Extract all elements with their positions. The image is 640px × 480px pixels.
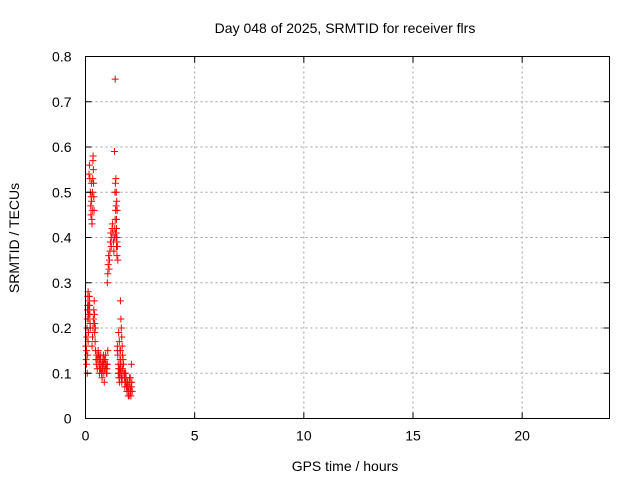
y-tick-label: 0.7 bbox=[52, 94, 72, 110]
data-point bbox=[113, 206, 121, 214]
data-point bbox=[83, 360, 91, 368]
data-point bbox=[113, 347, 121, 355]
x-tick-labels: 0 5 10 15 20 bbox=[82, 428, 531, 444]
y-tick-label: 0.5 bbox=[52, 184, 72, 200]
data-point bbox=[124, 383, 132, 391]
data-point bbox=[103, 279, 111, 287]
data-point bbox=[86, 301, 94, 309]
data-point bbox=[100, 356, 108, 364]
data-point bbox=[91, 338, 99, 346]
data-point bbox=[90, 179, 98, 187]
y-axis-label: SRMTID / TECUs bbox=[6, 183, 22, 293]
data-point bbox=[89, 152, 97, 160]
data-point bbox=[90, 319, 98, 327]
data-point bbox=[116, 378, 124, 386]
x-tick-label: 5 bbox=[191, 428, 199, 444]
data-point bbox=[87, 211, 95, 219]
data-point bbox=[85, 329, 93, 337]
y-tick-label: 0.1 bbox=[52, 365, 72, 381]
data-point bbox=[91, 329, 99, 337]
x-tick-label: 20 bbox=[514, 428, 530, 444]
y-tick-label: 0.2 bbox=[52, 320, 72, 336]
y-tick-labels: 0 0.1 0.2 0.3 0.4 0.5 0.6 0.7 0.8 bbox=[52, 49, 72, 427]
chart-title: Day 048 of 2025, SRMTID for receiver flr… bbox=[215, 20, 476, 36]
data-point bbox=[90, 306, 98, 314]
data-point bbox=[118, 342, 126, 350]
data-point bbox=[115, 329, 123, 337]
data-point bbox=[122, 378, 130, 386]
data-point bbox=[117, 315, 125, 323]
data-point bbox=[115, 338, 123, 346]
data-point bbox=[113, 252, 121, 260]
grid-lines bbox=[85, 56, 610, 419]
data-point bbox=[100, 378, 108, 386]
y-tick-label: 0 bbox=[64, 411, 72, 427]
data-point bbox=[117, 324, 125, 332]
data-point bbox=[113, 197, 121, 205]
data-point bbox=[127, 360, 135, 368]
data-point bbox=[117, 374, 125, 382]
data-point bbox=[114, 256, 122, 264]
data-point bbox=[118, 333, 126, 341]
data-point bbox=[128, 378, 136, 386]
data-point bbox=[102, 360, 110, 368]
data-point bbox=[104, 270, 112, 278]
data-point bbox=[117, 365, 125, 373]
data-point bbox=[88, 220, 96, 228]
data-point bbox=[90, 297, 98, 305]
data-point bbox=[88, 197, 96, 205]
data-point bbox=[111, 148, 119, 156]
data-point bbox=[103, 369, 111, 377]
data-point bbox=[126, 374, 134, 382]
data-point bbox=[125, 392, 133, 400]
data-point bbox=[113, 224, 121, 232]
data-point bbox=[111, 75, 119, 83]
data-point bbox=[105, 252, 113, 260]
y-tick-label: 0.4 bbox=[52, 230, 72, 246]
data-point bbox=[85, 161, 93, 169]
data-point bbox=[113, 234, 121, 241]
data-point bbox=[112, 188, 120, 196]
data-point bbox=[88, 342, 96, 350]
data-point bbox=[106, 256, 114, 264]
data-point bbox=[99, 351, 107, 359]
data-point bbox=[89, 166, 97, 174]
data-point bbox=[119, 351, 127, 359]
data-point bbox=[90, 206, 98, 214]
data-point bbox=[85, 170, 93, 178]
data-point bbox=[110, 247, 118, 255]
data-point bbox=[104, 347, 112, 355]
y-tick-label: 0.6 bbox=[52, 139, 72, 155]
data-point bbox=[89, 315, 97, 323]
data-point bbox=[116, 297, 124, 305]
data-point bbox=[90, 193, 98, 201]
data-point bbox=[109, 220, 117, 228]
data-point bbox=[104, 261, 112, 269]
data-point bbox=[113, 215, 121, 223]
data-point bbox=[101, 365, 109, 373]
data-point bbox=[85, 292, 93, 300]
x-tick-label: 15 bbox=[405, 428, 421, 444]
x-axis-label: GPS time / hours bbox=[292, 458, 399, 474]
data-point bbox=[105, 265, 113, 273]
data-point bbox=[123, 387, 131, 395]
axis-ticks bbox=[85, 56, 610, 419]
data-point bbox=[90, 310, 98, 318]
x-tick-label: 10 bbox=[296, 428, 312, 444]
data-point bbox=[113, 243, 121, 251]
data-point bbox=[121, 369, 129, 377]
data-point bbox=[112, 175, 120, 183]
data-point bbox=[87, 202, 95, 210]
y-tick-label: 0.8 bbox=[52, 49, 72, 65]
data-point bbox=[83, 347, 91, 355]
y-tick-label: 0.3 bbox=[52, 275, 72, 291]
data-point bbox=[89, 175, 97, 183]
data-point bbox=[88, 333, 96, 341]
x-tick-label: 0 bbox=[82, 428, 90, 444]
data-point bbox=[112, 202, 120, 210]
